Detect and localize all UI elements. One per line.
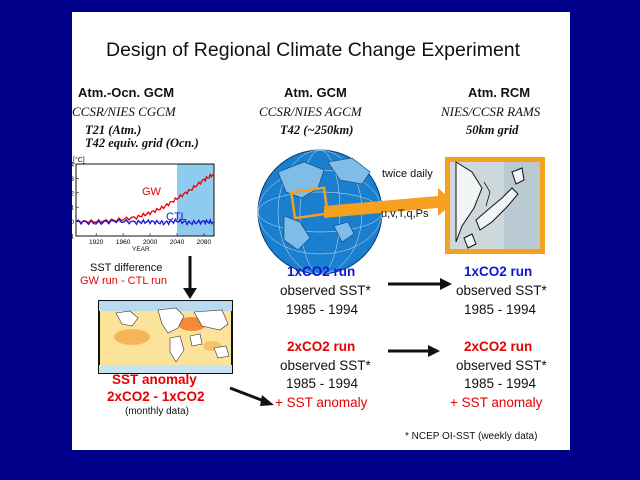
col1-res2: T42 equiv. grid (Ocn.) [85,136,199,150]
y-tick-label: 0 [70,219,74,226]
sst-difference-formula: GW run - CTL run [80,275,167,287]
transfer-freq-label: twice daily [382,168,433,180]
col3-model: NIES/CCSR RAMS [441,104,541,119]
x-tick-label: 2040 [170,239,185,246]
gcm-1x-run: 1xCO2 run [287,264,356,279]
y-tick-label: 4 [70,162,74,169]
footnote: * NCEP OI-SST (weekly data) [405,431,538,442]
col2-heading: Atm. GCM [284,85,347,100]
gcm-2x-anomaly: + SST anomaly [275,395,368,410]
page-title: Design of Regional Climate Change Experi… [106,39,521,61]
chart-to-map-arrowhead [183,288,197,299]
x-tick-label: 1960 [116,239,131,246]
chart-xlabel: YEAR [132,246,150,253]
gcm-1x-years: 1985 - 1994 [286,302,359,317]
series-ctl-line [75,217,215,226]
col2-res1: T42 (~250km) [280,123,354,137]
gw-label: GW [142,186,162,198]
slide: Design of Regional Climate Change Experi… [68,12,570,450]
rcm-1x-years: 1985 - 1994 [464,302,537,317]
chart-shaded-region [176,164,214,236]
anomaly-arrow [229,386,265,403]
ctl-label: CTL [166,211,187,223]
rcm-wind-image [445,157,545,254]
sst-difference-label: SST difference [90,262,163,274]
col1-res1: T21 (Atm.) [85,123,142,137]
gcm-2x-years: 1985 - 1994 [286,376,359,391]
globe-image [257,149,383,275]
y-tick-label: 1 [70,205,74,212]
gcm-2x-run: 2xCO2 run [287,339,356,354]
gcm-2x-sst: observed SST* [280,358,371,373]
sst-anomaly-map [98,300,233,374]
col1-model: CCSR/NIES CGCM [72,104,176,119]
sst-anomaly-title: SST anomaly [112,372,197,387]
x-tick-label: 1920 [89,239,104,246]
rcm-2x-run: 2xCO2 run [464,339,533,354]
sst-anomaly-note: (monthly data) [125,406,189,417]
chart-unit: [°C] [73,156,85,164]
temperature-chart: 4 3 2 1 0 -1 1920 1960 2000 2040 2080 [°C] YEAR G… [68,149,545,406]
series-gw-line [75,172,215,225]
col3-res1: 50km grid [466,123,519,137]
y-tick-label: 3 [70,176,74,183]
rcm-2x-years: 1985 - 1994 [464,376,537,391]
x-tick-label: 2000 [143,239,158,246]
y-tick-label: -1 [68,234,74,241]
rcm-2x-sst: observed SST* [456,358,547,373]
sst-anomaly-formula: 2xCO2 - 1xCO2 [107,389,205,404]
col3-heading: Atm. RCM [468,85,531,100]
col1-heading: Atm.-Ocn. GCM [78,85,175,100]
col2-model: CCSR/NIES AGCM [259,104,362,119]
globe-to-rcm-arrow [324,188,454,218]
gcm-1x-sst: observed SST* [280,283,371,298]
rcm-1x-run: 1xCO2 run [464,264,533,279]
rcm-1x-sst: observed SST* [456,283,547,298]
x-tick-label: 2080 [197,239,212,246]
rcm-2x-anomaly: + SST anomaly [450,395,543,410]
transfer-vars-label: u,v,T,q,Ps [381,208,429,220]
y-tick-label: 2 [70,190,74,197]
